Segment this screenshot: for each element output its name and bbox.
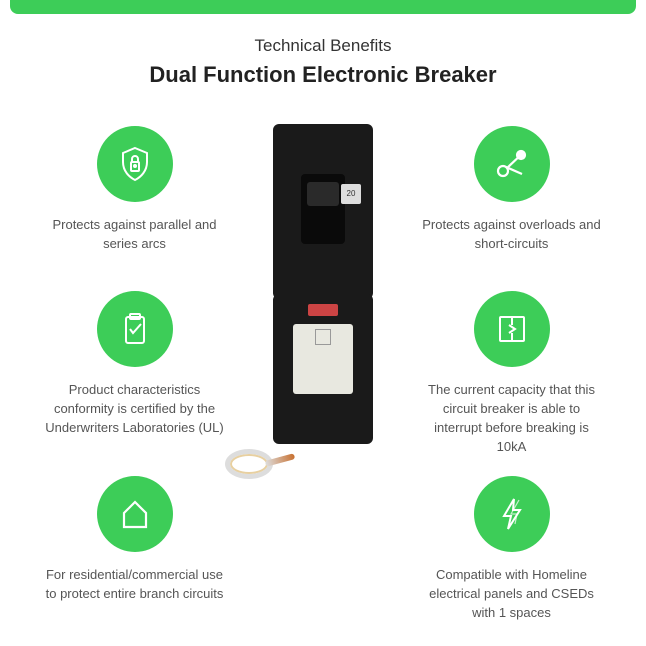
feature-interrupt-capacity: The current capacity that this circuit b… <box>419 291 604 456</box>
breaker-switch-handle <box>307 182 339 206</box>
header: Technical Benefits Dual Function Electro… <box>0 14 646 116</box>
content-area: 20 Protects against parallel and <box>0 116 646 636</box>
feature-homeline-compatible: Compatible with Homeline electrical pane… <box>419 476 604 623</box>
brand-square-icon <box>315 329 331 345</box>
scissors-icon <box>474 126 550 202</box>
pigtail-wire <box>225 439 295 489</box>
amp-rating-label: 20 <box>341 184 361 204</box>
feature-text: For residential/commercial use to protec… <box>42 566 227 604</box>
feature-text: The current capacity that this circuit b… <box>419 381 604 456</box>
feature-text: Protects against overloads and short-cir… <box>419 216 604 254</box>
house-icon <box>97 476 173 552</box>
clipboard-check-icon <box>97 291 173 367</box>
feature-text: Product characteristics conformity is ce… <box>42 381 227 438</box>
feature-residential-commercial: For residential/commercial use to protec… <box>42 476 227 604</box>
page-title: Dual Function Electronic Breaker <box>0 62 646 88</box>
product-image: 20 <box>263 124 383 464</box>
lightning-icon <box>474 476 550 552</box>
circuit-break-icon <box>474 291 550 367</box>
overline-text: Technical Benefits <box>0 36 646 56</box>
breaker-upper-body: 20 <box>273 124 373 299</box>
breaker-switch-well <box>301 174 345 244</box>
feature-text: Protects against parallel and series arc… <box>42 216 227 254</box>
feature-ul-certified: Product characteristics conformity is ce… <box>42 291 227 438</box>
test-button <box>308 304 338 316</box>
circuit-breaker-illustration: 20 <box>263 124 383 464</box>
breaker-lower-body <box>273 294 373 444</box>
accent-top-bar <box>10 0 636 14</box>
feature-text: Compatible with Homeline electrical pane… <box>419 566 604 623</box>
spec-label-panel <box>293 324 353 394</box>
shield-lock-icon <box>97 126 173 202</box>
feature-overload-protection: Protects against overloads and short-cir… <box>419 126 604 254</box>
feature-arc-protection: Protects against parallel and series arc… <box>42 126 227 254</box>
